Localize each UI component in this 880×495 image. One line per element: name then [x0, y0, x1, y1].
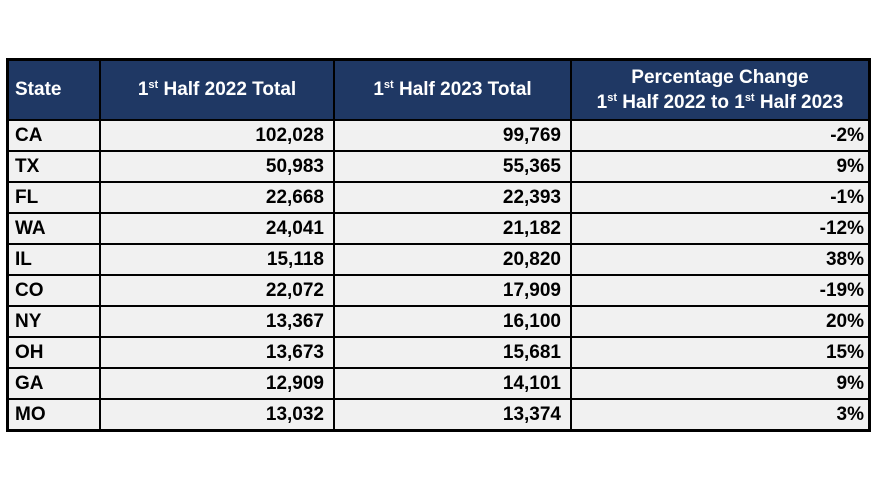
header-state-label: State	[15, 79, 62, 100]
header-2023-base: 1	[373, 79, 384, 100]
cell-2022-total: 102,028	[99, 119, 335, 152]
cell-2023-total: 15,681	[333, 336, 572, 369]
cell-2022-total: 13,673	[99, 336, 335, 369]
cell-pct-change: 9%	[570, 367, 871, 400]
cell-2022-total: 22,072	[99, 274, 335, 307]
cell-2022-total: 12,909	[99, 367, 335, 400]
header-2023-rest: Half 2023 Total	[393, 79, 532, 100]
table-row: OH 13,673 15,681 15%	[6, 336, 871, 369]
header-2023-total: 1st Half 2023 Total	[333, 58, 572, 121]
cell-2022-total: 15,118	[99, 243, 335, 276]
cell-state: WA	[6, 212, 101, 245]
header-pct-b: Half 2022 to 1	[617, 92, 745, 113]
cell-state: GA	[6, 367, 101, 400]
cell-pct-change: -1%	[570, 181, 871, 214]
header-row: State 1st Half 2022 Total 1st Half 2023 …	[6, 58, 871, 121]
cell-2023-total: 14,101	[333, 367, 572, 400]
state-half-year-totals-table: State 1st Half 2022 Total 1st Half 2023 …	[6, 58, 871, 432]
table-row: WA 24,041 21,182 -12%	[6, 212, 871, 245]
cell-2023-total: 16,100	[333, 305, 572, 338]
table-row: CA 102,028 99,769 -2%	[6, 119, 871, 152]
header-pct-line1: Percentage Change	[631, 67, 809, 88]
cell-2023-total: 13,374	[333, 398, 572, 432]
cell-2023-total: 22,393	[333, 181, 572, 214]
cell-2022-total: 22,668	[99, 181, 335, 214]
cell-2022-total: 50,983	[99, 150, 335, 183]
cell-pct-change: 15%	[570, 336, 871, 369]
header-pct-ordinal-1: st	[607, 92, 618, 104]
header-2022-ordinal: st	[148, 79, 159, 91]
header-pct-c: Half 2023	[754, 92, 844, 113]
cell-pct-change: -12%	[570, 212, 871, 245]
cell-2022-total: 13,367	[99, 305, 335, 338]
header-percentage-change: Percentage Change 1st Half 2022 to 1st H…	[570, 58, 871, 121]
cell-pct-change: 38%	[570, 243, 871, 276]
table-header: State 1st Half 2022 Total 1st Half 2023 …	[6, 58, 871, 121]
cell-pct-change: -19%	[570, 274, 871, 307]
cell-state: CO	[6, 274, 101, 307]
header-2022-total: 1st Half 2022 Total	[99, 58, 335, 121]
cell-2023-total: 21,182	[333, 212, 572, 245]
cell-2023-total: 55,365	[333, 150, 572, 183]
cell-state: TX	[6, 150, 101, 183]
header-2022-rest: Half 2022 Total	[158, 79, 297, 100]
header-2022-base: 1	[137, 79, 149, 100]
cell-pct-change: 3%	[570, 398, 871, 432]
table-row: CO 22,072 17,909 -19%	[6, 274, 871, 307]
cell-state: CA	[6, 119, 101, 152]
cell-2023-total: 20,820	[333, 243, 572, 276]
table-row: MO 13,032 13,374 3%	[6, 398, 871, 432]
cell-pct-change: 20%	[570, 305, 871, 338]
table-row: NY 13,367 16,100 20%	[6, 305, 871, 338]
table-body: CA 102,028 99,769 -2% TX 50,983 55,365 9% FL 22,6…	[6, 119, 871, 432]
cell-state: IL	[6, 243, 101, 276]
header-pct-a: 1	[596, 92, 608, 113]
cell-pct-change: -2%	[570, 119, 871, 152]
cell-state: FL	[6, 181, 101, 214]
table-row: FL 22,668 22,393 -1%	[6, 181, 871, 214]
table-row: TX 50,983 55,365 9%	[6, 150, 871, 183]
table-row: IL 15,118 20,820 38%	[6, 243, 871, 276]
cell-2023-total: 99,769	[333, 119, 572, 152]
cell-2023-total: 17,909	[333, 274, 572, 307]
cell-2022-total: 13,032	[99, 398, 335, 432]
header-pct-line2: 1st Half 2022 to 1st Half 2023	[574, 90, 866, 115]
table-row: GA 12,909 14,101 9%	[6, 367, 871, 400]
cell-state: OH	[6, 336, 101, 369]
header-2023-ordinal: st	[383, 79, 394, 91]
header-state: State	[6, 58, 101, 121]
cell-pct-change: 9%	[570, 150, 871, 183]
cell-state: MO	[6, 398, 101, 432]
cell-2022-total: 24,041	[99, 212, 335, 245]
cell-state: NY	[6, 305, 101, 338]
header-pct-ordinal-2: st	[744, 92, 755, 104]
